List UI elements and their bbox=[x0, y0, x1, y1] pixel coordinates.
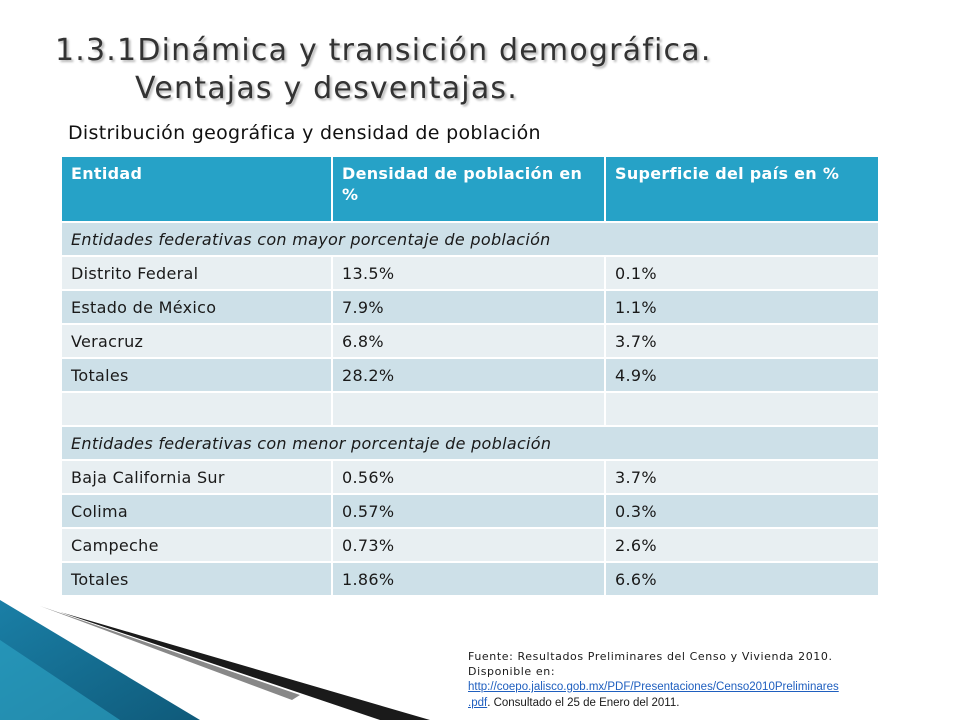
cell-superficie: 2.6% bbox=[604, 527, 880, 563]
cell-superficie: 1.1% bbox=[604, 289, 880, 325]
empty-cell bbox=[331, 391, 606, 427]
title-line-1: 1.3.1Dinámica y transición demográfica. bbox=[55, 33, 712, 68]
table-row: Distrito Federal 13.5% 0.1% bbox=[60, 255, 880, 291]
table-header-row: Entidad Densidad de población en % Super… bbox=[60, 155, 880, 223]
cell-densidad: 13.5% bbox=[331, 255, 606, 291]
section-row-menor: Entidades federativas con menor porcenta… bbox=[60, 425, 880, 461]
table-row: Colima 0.57% 0.3% bbox=[60, 493, 880, 529]
section-label-mayor: Entidades federativas con mayor porcenta… bbox=[60, 221, 880, 257]
cell-entidad: Veracruz bbox=[60, 323, 333, 359]
source-note: Fuente: Resultados Preliminares del Cens… bbox=[468, 649, 908, 711]
source-link-line: http://coepo.jalisco.gob.mx/PDF/Presenta… bbox=[468, 679, 908, 711]
cell-entidad: Distrito Federal bbox=[60, 255, 333, 291]
source-line-2: Disponible en: bbox=[468, 665, 556, 678]
cell-entidad: Baja California Sur bbox=[60, 459, 333, 495]
cell-entidad: Estado de México bbox=[60, 289, 333, 325]
cell-superficie-total: 6.6% bbox=[604, 561, 880, 597]
source-url-link-end[interactable]: .pdf bbox=[468, 697, 488, 709]
cell-densidad: 6.8% bbox=[331, 323, 606, 359]
source-consulted-text: . Consultado el 25 de Enero del 2011. bbox=[487, 697, 680, 709]
cell-superficie: 0.1% bbox=[604, 255, 880, 291]
empty-row bbox=[60, 391, 880, 427]
cell-densidad-total: 1.86% bbox=[331, 561, 606, 597]
empty-cell bbox=[604, 391, 880, 427]
section-label-menor: Entidades federativas con menor porcenta… bbox=[60, 425, 880, 461]
cell-totales-label: Totales bbox=[60, 357, 333, 393]
cell-densidad: 0.73% bbox=[331, 527, 606, 563]
cell-superficie: 0.3% bbox=[604, 493, 880, 529]
cell-densidad: 7.9% bbox=[331, 289, 606, 325]
header-densidad: Densidad de población en % bbox=[331, 155, 606, 223]
table-row: Campeche 0.73% 2.6% bbox=[60, 527, 880, 563]
table-caption: Distribución geográfica y densidad de po… bbox=[68, 122, 541, 144]
population-density-table: Entidad Densidad de población en % Super… bbox=[60, 155, 880, 597]
cell-superficie: 3.7% bbox=[604, 323, 880, 359]
table-row: Estado de México 7.9% 1.1% bbox=[60, 289, 880, 325]
cell-densidad: 0.56% bbox=[331, 459, 606, 495]
header-superficie: Superficie del país en % bbox=[604, 155, 880, 223]
cell-densidad-total: 28.2% bbox=[331, 357, 606, 393]
section-row-mayor: Entidades federativas con mayor porcenta… bbox=[60, 221, 880, 257]
cell-superficie: 3.7% bbox=[604, 459, 880, 495]
totals-row-menor: Totales 1.86% 6.6% bbox=[60, 561, 880, 597]
cell-totales-label: Totales bbox=[60, 561, 333, 597]
totals-row-mayor: Totales 28.2% 4.9% bbox=[60, 357, 880, 393]
cell-entidad: Campeche bbox=[60, 527, 333, 563]
header-entidad: Entidad bbox=[60, 155, 333, 223]
source-line-1: Fuente: Resultados Preliminares del Cens… bbox=[468, 650, 833, 663]
empty-cell bbox=[60, 391, 333, 427]
cell-entidad: Colima bbox=[60, 493, 333, 529]
source-url-link[interactable]: http://coepo.jalisco.gob.mx/PDF/Presenta… bbox=[468, 681, 839, 693]
title-line-2: Ventajas y desventajas. bbox=[135, 71, 518, 106]
cell-superficie-total: 4.9% bbox=[604, 357, 880, 393]
table-row: Veracruz 6.8% 3.7% bbox=[60, 323, 880, 359]
slide-title: 1.3.1Dinámica y transición demográfica. … bbox=[55, 32, 935, 108]
cell-densidad: 0.57% bbox=[331, 493, 606, 529]
table-row: Baja California Sur 0.56% 3.7% bbox=[60, 459, 880, 495]
